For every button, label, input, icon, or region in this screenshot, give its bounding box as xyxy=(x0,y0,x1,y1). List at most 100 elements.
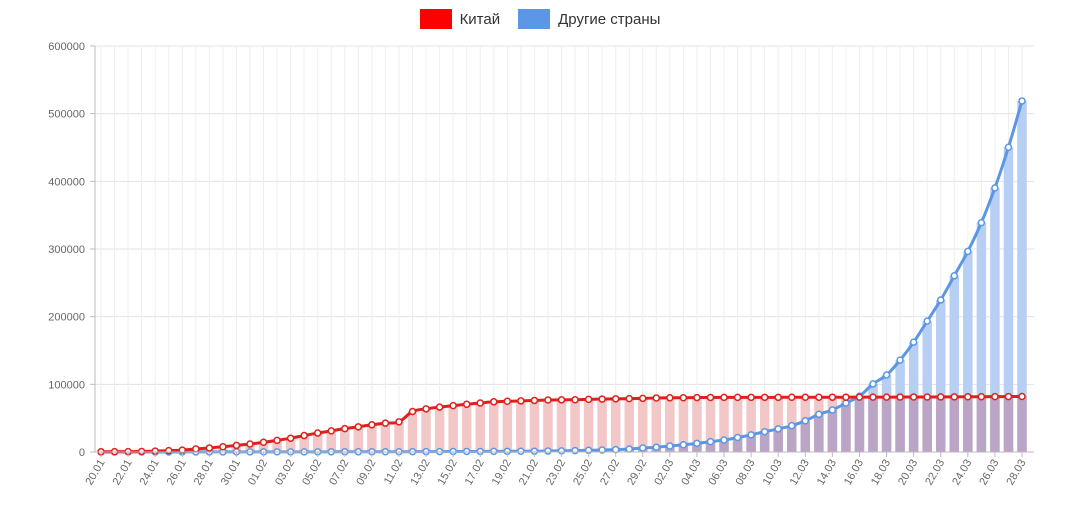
bar-overlap xyxy=(787,425,797,452)
data-point-china xyxy=(530,396,539,405)
x-tick-label: 13.02 xyxy=(408,458,432,488)
x-tick-label: 24.03 xyxy=(950,458,974,488)
legend-label-other-countries: Другие страны xyxy=(558,10,661,28)
data-point-china xyxy=(137,447,146,456)
data-point-other-countries xyxy=(706,437,715,446)
data-point-china xyxy=(259,438,268,447)
data-point-other-countries xyxy=(571,446,579,455)
data-point-other-countries xyxy=(639,444,647,452)
x-tick-label: 20.01 xyxy=(83,458,107,488)
data-point-other-countries xyxy=(720,436,728,444)
bar xyxy=(407,411,418,452)
bar xyxy=(245,444,255,452)
bar-overlap xyxy=(746,434,756,452)
data-point-china xyxy=(977,392,986,401)
bar xyxy=(665,397,675,452)
bar xyxy=(719,397,729,452)
data-point-other-countries xyxy=(517,447,525,456)
bar xyxy=(326,430,336,452)
bar xyxy=(312,433,323,452)
x-tick-label: 20.03 xyxy=(896,458,920,488)
bar xyxy=(610,398,621,452)
x-tick-label: 11.02 xyxy=(382,458,406,487)
bar xyxy=(597,399,607,452)
data-point-other-countries xyxy=(679,441,688,449)
legend-item-other-countries[interactable]: Другие страны xyxy=(518,9,660,29)
bar xyxy=(692,397,702,452)
data-point-china xyxy=(164,446,173,455)
data-point-china xyxy=(544,396,552,404)
data-point-china xyxy=(774,393,782,402)
bar xyxy=(990,187,1000,452)
bar-overlap xyxy=(963,396,973,452)
bar-overlap xyxy=(814,414,824,452)
data-point-china xyxy=(219,442,227,451)
data-point-other-countries xyxy=(936,296,945,304)
bar xyxy=(556,399,567,452)
data-point-china xyxy=(246,440,254,448)
bar-overlap xyxy=(1017,396,1027,452)
bar-overlap xyxy=(773,428,783,452)
data-point-other-countries xyxy=(788,421,796,430)
data-point-other-countries xyxy=(666,442,674,450)
x-tick-label: 21.02 xyxy=(517,458,541,488)
data-point-other-countries xyxy=(950,271,959,280)
data-point-china xyxy=(1004,392,1013,401)
data-point-china xyxy=(422,405,430,413)
data-point-other-countries xyxy=(801,417,810,425)
bar-overlap xyxy=(827,409,838,452)
data-point-china xyxy=(503,397,512,405)
bar xyxy=(380,423,391,452)
bar xyxy=(475,403,485,452)
x-tick-label: 30.01 xyxy=(219,458,243,488)
data-point-china xyxy=(341,424,349,433)
bar-layer xyxy=(96,100,1027,452)
y-tick-label: 500000 xyxy=(48,109,85,121)
data-point-china xyxy=(232,441,241,450)
bar-overlap xyxy=(935,396,946,452)
data-point-china xyxy=(720,393,728,402)
bar xyxy=(922,321,932,452)
data-point-china xyxy=(205,444,214,452)
bar xyxy=(299,435,309,452)
bar-overlap xyxy=(949,396,960,452)
data-point-other-countries xyxy=(490,447,498,456)
data-point-other-countries xyxy=(747,431,755,439)
data-point-other-countries xyxy=(828,406,837,414)
data-point-china xyxy=(584,395,593,404)
data-point-china xyxy=(449,401,457,410)
bar xyxy=(746,397,756,452)
data-point-other-countries xyxy=(977,218,986,227)
data-point-china xyxy=(882,393,891,401)
data-point-china xyxy=(1018,392,1026,401)
y-tick-label: 100000 xyxy=(48,379,85,391)
bar xyxy=(258,442,269,452)
data-point-other-countries xyxy=(1004,143,1013,151)
bar xyxy=(502,401,513,452)
bar xyxy=(678,397,689,452)
data-point-china xyxy=(936,393,945,401)
data-point-other-countries xyxy=(774,425,782,433)
x-tick-label: 28.03 xyxy=(1004,458,1028,488)
data-point-other-countries xyxy=(815,410,823,419)
bar xyxy=(529,400,540,452)
data-point-china xyxy=(828,393,837,401)
data-point-other-countries xyxy=(896,356,904,364)
data-point-china xyxy=(517,397,525,405)
bar-overlap xyxy=(908,396,919,452)
bar xyxy=(340,428,350,452)
legend-item-china[interactable]: Китай xyxy=(419,9,500,29)
x-tick-label: 01.02 xyxy=(246,458,270,488)
data-point-other-countries xyxy=(909,338,918,346)
data-point-other-countries xyxy=(544,447,552,455)
x-tick-label: 05.02 xyxy=(300,458,324,488)
data-point-other-countries xyxy=(882,371,891,379)
data-point-china xyxy=(395,418,403,426)
data-point-china xyxy=(706,393,715,402)
bar xyxy=(489,401,499,452)
data-point-china xyxy=(368,421,376,429)
bar-overlap xyxy=(692,443,702,452)
data-point-other-countries xyxy=(760,427,769,436)
data-point-china xyxy=(408,407,417,416)
